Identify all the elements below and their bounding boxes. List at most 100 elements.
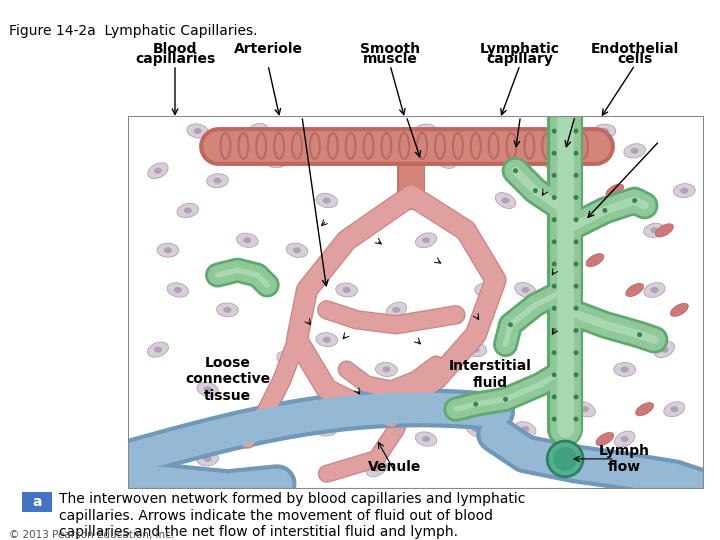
Ellipse shape <box>586 254 604 267</box>
Ellipse shape <box>552 306 557 311</box>
Ellipse shape <box>552 261 557 266</box>
Ellipse shape <box>660 347 668 353</box>
Text: Endothelial: Endothelial <box>591 43 679 57</box>
Text: Blood: Blood <box>153 43 197 57</box>
Text: Venule: Venule <box>368 460 421 474</box>
Ellipse shape <box>521 426 529 432</box>
Ellipse shape <box>574 328 579 333</box>
Ellipse shape <box>596 433 614 446</box>
Ellipse shape <box>571 456 579 462</box>
Ellipse shape <box>223 307 231 313</box>
Text: Figure 14-2a  Lymphatic Capillaries.: Figure 14-2a Lymphatic Capillaries. <box>9 24 258 37</box>
Ellipse shape <box>482 287 490 293</box>
Text: Lymph
flow: Lymph flow <box>599 444 650 474</box>
Ellipse shape <box>552 151 557 156</box>
Ellipse shape <box>372 148 380 154</box>
Text: Interstitial
fluid: Interstitial fluid <box>449 359 532 389</box>
Ellipse shape <box>621 367 629 373</box>
Ellipse shape <box>508 322 513 327</box>
Ellipse shape <box>670 303 688 316</box>
Ellipse shape <box>594 124 616 138</box>
Text: Arteriole: Arteriole <box>233 43 302 57</box>
Text: a: a <box>32 495 42 509</box>
Ellipse shape <box>323 426 330 432</box>
Ellipse shape <box>637 332 642 337</box>
Ellipse shape <box>533 188 538 193</box>
Ellipse shape <box>574 129 579 133</box>
Ellipse shape <box>574 402 596 416</box>
Ellipse shape <box>204 456 212 462</box>
Ellipse shape <box>465 422 487 436</box>
Ellipse shape <box>651 287 659 293</box>
Ellipse shape <box>336 282 357 298</box>
Ellipse shape <box>564 452 586 466</box>
Ellipse shape <box>415 233 437 247</box>
Ellipse shape <box>614 362 635 377</box>
Ellipse shape <box>574 284 579 289</box>
Ellipse shape <box>392 307 400 313</box>
Ellipse shape <box>552 158 559 164</box>
Ellipse shape <box>164 247 172 253</box>
Ellipse shape <box>316 193 338 207</box>
Ellipse shape <box>515 282 536 298</box>
Ellipse shape <box>366 461 387 477</box>
Ellipse shape <box>323 336 330 343</box>
Ellipse shape <box>655 224 673 237</box>
Ellipse shape <box>654 343 675 356</box>
Ellipse shape <box>574 173 579 178</box>
Ellipse shape <box>574 239 579 244</box>
Bar <box>22 492 52 512</box>
Ellipse shape <box>552 239 557 244</box>
Ellipse shape <box>606 184 624 197</box>
Ellipse shape <box>521 287 529 293</box>
Ellipse shape <box>366 144 387 158</box>
Ellipse shape <box>197 451 218 466</box>
Ellipse shape <box>147 343 169 356</box>
Ellipse shape <box>552 173 557 178</box>
Ellipse shape <box>644 223 665 238</box>
Ellipse shape <box>422 237 430 244</box>
Ellipse shape <box>187 124 208 138</box>
Ellipse shape <box>316 333 338 347</box>
Ellipse shape <box>473 402 478 407</box>
Text: Loose
connective
tissue: Loose connective tissue <box>185 356 270 403</box>
Ellipse shape <box>184 207 192 213</box>
Ellipse shape <box>472 426 480 432</box>
Ellipse shape <box>680 187 688 194</box>
Ellipse shape <box>636 403 654 416</box>
Ellipse shape <box>574 373 579 377</box>
Ellipse shape <box>174 287 181 293</box>
Ellipse shape <box>204 386 212 393</box>
Ellipse shape <box>601 207 609 213</box>
Ellipse shape <box>552 373 557 377</box>
Ellipse shape <box>552 284 557 289</box>
Ellipse shape <box>513 168 518 173</box>
Text: The interwoven network formed by blood capillaries and lymphatic
capillaries. Ar: The interwoven network formed by blood c… <box>59 492 526 539</box>
Ellipse shape <box>316 422 338 436</box>
Ellipse shape <box>194 128 202 134</box>
Ellipse shape <box>631 148 639 154</box>
Ellipse shape <box>574 417 579 422</box>
Ellipse shape <box>553 447 577 471</box>
Ellipse shape <box>422 128 430 134</box>
Text: muscle: muscle <box>363 52 418 66</box>
Ellipse shape <box>564 322 585 338</box>
Ellipse shape <box>148 163 168 178</box>
Ellipse shape <box>386 302 406 318</box>
Ellipse shape <box>436 153 456 168</box>
Text: capillary: capillary <box>487 52 554 66</box>
Ellipse shape <box>552 417 557 422</box>
Ellipse shape <box>442 158 450 164</box>
Ellipse shape <box>545 153 566 168</box>
Ellipse shape <box>663 402 685 416</box>
Ellipse shape <box>416 431 436 447</box>
Ellipse shape <box>601 128 609 134</box>
Ellipse shape <box>674 183 695 198</box>
Ellipse shape <box>552 350 557 355</box>
Ellipse shape <box>552 217 557 222</box>
Ellipse shape <box>236 233 258 247</box>
Ellipse shape <box>343 287 351 293</box>
Ellipse shape <box>154 168 162 174</box>
Ellipse shape <box>207 173 228 188</box>
Ellipse shape <box>197 382 218 397</box>
